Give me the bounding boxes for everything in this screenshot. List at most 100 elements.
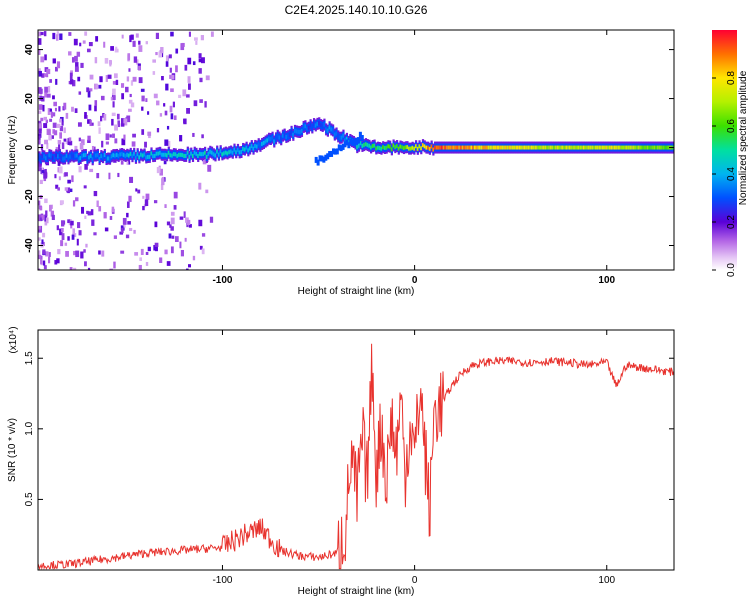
noise-speckle	[56, 225, 59, 231]
noise-speckle	[53, 101, 58, 107]
ridge-core	[593, 145, 596, 150]
ridge-core	[584, 145, 587, 150]
noise-speckle	[142, 195, 145, 199]
noise-speckle	[61, 121, 64, 126]
noise-speckle	[41, 214, 45, 220]
ridge-core	[430, 144, 433, 149]
spectrogram-panel: -100 0 100 -40 -20 0 20 40 Height of straight l…	[7, 29, 675, 297]
noise-speckle	[158, 51, 163, 58]
noise-speckle	[156, 128, 160, 133]
ridge-core	[176, 153, 179, 158]
ridge-core	[337, 134, 340, 139]
ridge-core	[330, 127, 333, 132]
ridge-core	[456, 145, 459, 150]
ridge-core	[126, 152, 129, 157]
noise-speckle	[117, 120, 121, 128]
noise-speckle	[114, 124, 118, 131]
ridge-core	[134, 155, 138, 160]
ridge-core	[612, 145, 615, 150]
noise-speckle	[38, 49, 41, 55]
noise-speckle	[131, 141, 136, 147]
noise-speckle	[86, 87, 90, 93]
noise-speckle	[128, 195, 132, 203]
noise-speckle	[173, 191, 178, 199]
ridge-core	[276, 133, 279, 138]
noise-speckle	[96, 200, 99, 208]
noise-speckle	[155, 32, 160, 39]
ridge-core	[100, 154, 103, 159]
noise-speckle	[164, 139, 169, 146]
ridge-core	[368, 143, 371, 148]
ridge-core	[143, 152, 146, 157]
noise-speckle	[96, 172, 100, 179]
ridge-core	[127, 153, 131, 158]
noise-speckle	[40, 242, 44, 248]
noise-speckle	[52, 122, 57, 128]
ridge-core	[204, 150, 207, 155]
ridge-core	[190, 151, 193, 156]
noise-speckle	[60, 240, 64, 247]
noise-speckle	[77, 122, 82, 127]
noise-speckle	[115, 79, 119, 85]
noise-speckle	[54, 260, 58, 265]
noise-speckle	[165, 55, 169, 61]
noise-speckle	[170, 211, 175, 216]
noise-speckle	[102, 112, 105, 118]
ridge-core	[271, 135, 274, 140]
noise-speckle	[78, 137, 81, 142]
noise-speckle	[56, 258, 60, 264]
ridge-core	[603, 145, 606, 150]
ridge-core	[664, 145, 667, 150]
noise-speckle	[95, 36, 99, 42]
ridge-core	[472, 145, 475, 150]
noise-speckle	[112, 95, 116, 100]
noise-speckle	[125, 234, 130, 239]
ridge-core	[48, 153, 51, 158]
ridge-core	[209, 149, 212, 154]
noise-speckle	[116, 113, 120, 120]
xtick-label: 100	[598, 275, 615, 286]
noise-speckle	[58, 166, 63, 174]
noise-speckle	[45, 210, 48, 217]
noise-speckle	[170, 226, 174, 231]
ridge-core	[129, 151, 132, 156]
noise-speckle	[84, 31, 88, 36]
noise-speckle	[201, 233, 206, 237]
noise-speckle	[77, 76, 81, 82]
noise-speckle	[48, 252, 51, 257]
ridge-core	[556, 145, 559, 150]
ridge-core	[639, 145, 642, 150]
noise-speckle	[121, 227, 124, 234]
noise-speckle	[178, 94, 182, 98]
ridge-core	[148, 154, 151, 159]
noise-speckle	[168, 233, 172, 239]
ridge-core	[288, 133, 291, 138]
ridge-core	[264, 139, 267, 144]
noise-speckle	[198, 68, 202, 74]
xtick-label: 0	[412, 275, 418, 286]
ridge-core	[499, 145, 502, 150]
noise-speckle	[160, 184, 164, 190]
noise-speckle	[69, 140, 73, 146]
ridge-core	[458, 145, 461, 150]
noise-speckle	[49, 118, 53, 122]
noise-speckle	[65, 250, 69, 257]
ridge-core	[101, 155, 105, 160]
ridge-core	[236, 147, 240, 152]
noise-speckle	[94, 100, 98, 106]
ridge-core	[529, 145, 532, 150]
noise-speckle	[199, 99, 203, 103]
ridge-core	[267, 136, 271, 141]
ridge-core	[660, 145, 663, 150]
ridge-core	[171, 153, 174, 158]
noise-speckle	[198, 53, 202, 59]
ridge-core	[290, 129, 293, 134]
noise-speckle	[86, 210, 89, 214]
noise-speckle	[89, 119, 92, 127]
ridge-core	[468, 145, 471, 150]
ridge-core	[160, 152, 163, 157]
ridge-core	[525, 145, 528, 150]
ridge-core	[193, 150, 196, 155]
ridge-core	[375, 146, 378, 151]
noise-speckle	[114, 138, 118, 144]
